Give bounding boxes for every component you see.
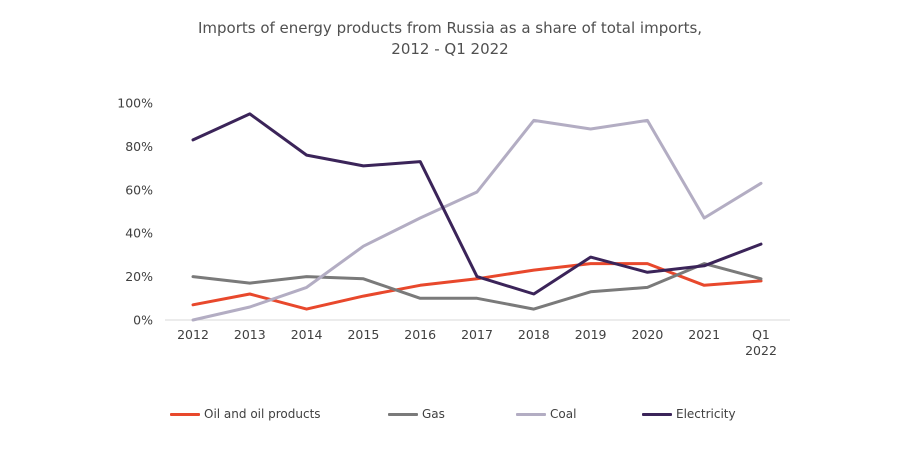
x-tick-label: 2012 [177, 327, 209, 342]
legend-label: Gas [422, 407, 445, 421]
series-line-gas [191, 262, 763, 311]
legend-item-coal: Coal [516, 404, 576, 424]
y-tick-label: 80% [125, 139, 153, 154]
legend-label: Oil and oil products [204, 407, 321, 421]
legend-item-gas: Gas [388, 404, 445, 424]
series-line-coal [191, 118, 763, 322]
legend-swatch [516, 412, 546, 416]
legend-item-electricity: Electricity [642, 404, 736, 424]
legend-item-oil-and-oil-products: Oil and oil products [170, 404, 321, 424]
x-tick-label: 2020 [631, 327, 663, 342]
x-tick-label: 2018 [518, 327, 550, 342]
x-tick-label: 2017 [461, 327, 493, 342]
chart-title-line-2: 2012 - Q1 2022 [391, 40, 509, 58]
y-tick-label: 40% [125, 226, 153, 241]
x-tick-label: 2021 [688, 327, 720, 342]
chart-title-line-1: Imports of energy products from Russia a… [197, 19, 703, 37]
x-tick-label: 2015 [347, 327, 379, 342]
legend-swatch [170, 412, 200, 416]
chart-title: Imports of energy products from Russia a… [0, 18, 900, 60]
legend-label: Electricity [676, 407, 736, 421]
legend-swatch [642, 412, 672, 416]
legend-swatch [388, 412, 418, 416]
y-tick-label: 100% [117, 96, 153, 111]
x-tick-label: 2014 [291, 327, 323, 342]
y-tick-label: 0% [133, 313, 153, 328]
y-tick-label: 20% [125, 269, 153, 284]
series-line-electricity [191, 112, 763, 296]
x-tick-label: 2016 [404, 327, 436, 342]
x-tick-label: 2019 [575, 327, 607, 342]
y-tick-label: 60% [125, 182, 153, 197]
legend-label: Coal [550, 407, 577, 421]
x-tick-label: 2013 [234, 327, 266, 342]
chart-legend: Oil and oil products Gas Coal Electricity [0, 404, 900, 424]
line-chart: 0% 20% 40% 60% 80% 100% 2012 2013 2014 2015 2016 20… [117, 96, 790, 358]
x-tick-label: Q1 2022 [745, 327, 777, 358]
